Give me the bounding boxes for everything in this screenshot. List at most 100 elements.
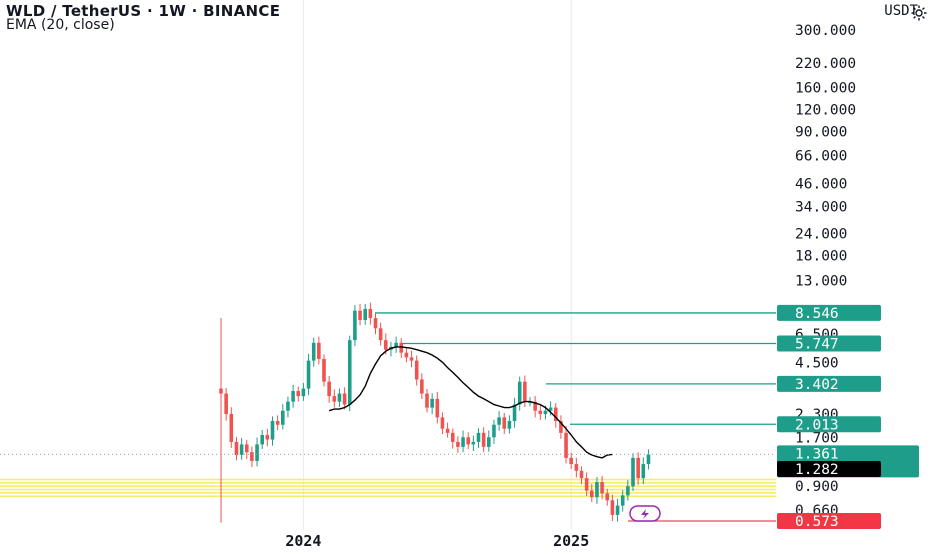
candle-body xyxy=(538,410,543,414)
candle-body xyxy=(445,428,450,433)
candle-body xyxy=(430,398,434,408)
candle-body xyxy=(487,437,491,447)
candle-body xyxy=(384,340,388,350)
currency-label: USDT xyxy=(884,3,918,19)
y-tick-label: 66.000 xyxy=(795,149,847,165)
candle-body xyxy=(363,308,367,320)
candle-body xyxy=(317,342,321,359)
candle-body xyxy=(286,401,290,411)
indicator-legend[interactable]: EMA (20, close) xyxy=(6,17,115,33)
y-tick-label: 34.000 xyxy=(795,200,847,216)
candle-body xyxy=(631,457,635,487)
candle-body xyxy=(605,493,610,501)
candle-body xyxy=(347,340,352,405)
level-price-tag xyxy=(777,375,881,392)
candle-body xyxy=(615,505,620,515)
y-tick-label: 46.000 xyxy=(795,176,847,192)
candle-body xyxy=(281,410,285,425)
candle-body xyxy=(564,432,568,458)
candle-body xyxy=(553,407,558,421)
support-zone-band xyxy=(0,495,776,498)
candle-body xyxy=(497,417,501,425)
candle-body xyxy=(636,457,640,479)
candle-body xyxy=(641,464,646,479)
candle-body xyxy=(358,310,362,320)
candle-body xyxy=(579,470,584,479)
candle-body xyxy=(574,464,579,471)
candle-body xyxy=(481,432,486,447)
y-tick-label: 160.000 xyxy=(795,80,856,96)
candle-body xyxy=(399,342,404,353)
support-zone-band xyxy=(0,485,776,487)
candle-body xyxy=(327,381,331,397)
candle-body xyxy=(456,441,460,447)
candle-body xyxy=(332,396,337,402)
candle-body xyxy=(414,360,419,380)
candle-body xyxy=(378,328,383,341)
candle-body xyxy=(476,432,481,442)
gear-icon[interactable] xyxy=(910,4,928,22)
candle-body xyxy=(337,393,342,402)
candle-body xyxy=(244,444,249,453)
candle-body xyxy=(440,417,445,429)
candle-body xyxy=(342,393,347,405)
candle-body xyxy=(255,444,259,461)
candle-body xyxy=(425,393,429,408)
candle-body xyxy=(533,401,537,411)
y-tick-label: 90.000 xyxy=(795,125,847,141)
candle-body xyxy=(646,454,651,465)
candle-body xyxy=(507,420,512,429)
y-tick-label: 1.700 xyxy=(795,430,839,446)
candle-body xyxy=(239,444,244,456)
candle-body xyxy=(590,490,594,498)
candle-body xyxy=(296,391,301,397)
crosshair-price-tag xyxy=(777,460,881,477)
candle-body xyxy=(368,308,373,319)
candle-body xyxy=(229,413,234,442)
candle-body xyxy=(224,393,228,414)
symbol-title[interactable]: WLD / TetherUS · 1W · BINANCE xyxy=(6,2,281,20)
y-tick-label: 18.000 xyxy=(795,249,847,265)
candle-body xyxy=(322,358,326,382)
candle-body xyxy=(409,357,414,361)
candle-body xyxy=(610,500,615,515)
support-zone-band xyxy=(0,478,776,481)
candle-body xyxy=(353,310,357,341)
candle-body xyxy=(471,441,476,445)
candle-body xyxy=(435,398,440,418)
candle-body xyxy=(260,435,264,445)
level-price-tag-label: 3.402 xyxy=(795,377,839,393)
candle-body xyxy=(306,360,311,389)
ema-line xyxy=(328,346,613,459)
support-zone-band xyxy=(0,482,776,484)
y-tick-label: 0.900 xyxy=(795,479,839,495)
candle-body xyxy=(311,342,316,361)
candle-body xyxy=(595,482,599,498)
candle-body xyxy=(512,404,517,421)
candle-body xyxy=(461,437,465,447)
candle-body xyxy=(420,379,424,394)
support-zone-band xyxy=(0,488,776,491)
y-tick-label: 220.000 xyxy=(795,56,856,72)
candle-body xyxy=(584,478,589,491)
last-price-value: 1.361 xyxy=(795,446,839,462)
y-tick-label: 13.000 xyxy=(795,274,847,290)
candle-body xyxy=(502,417,507,429)
candle-body xyxy=(373,318,378,329)
candle-body xyxy=(250,452,254,461)
candle-body xyxy=(626,486,630,496)
candle-body xyxy=(600,482,604,494)
candle-body xyxy=(492,424,496,438)
price-axis: 300.000 220.000 160.000 120.000 90.000 66.000… xyxy=(776,0,932,550)
support-zone-band xyxy=(0,492,776,494)
candle-body xyxy=(270,420,275,440)
candle-body xyxy=(219,388,223,394)
level-price-tag xyxy=(777,512,881,529)
candle-body xyxy=(265,435,270,440)
level-price-tag-label: 2.013 xyxy=(795,417,839,433)
candle-body xyxy=(291,391,295,402)
y-tick-label: 300.000 xyxy=(795,23,856,39)
candle-body xyxy=(523,381,527,402)
